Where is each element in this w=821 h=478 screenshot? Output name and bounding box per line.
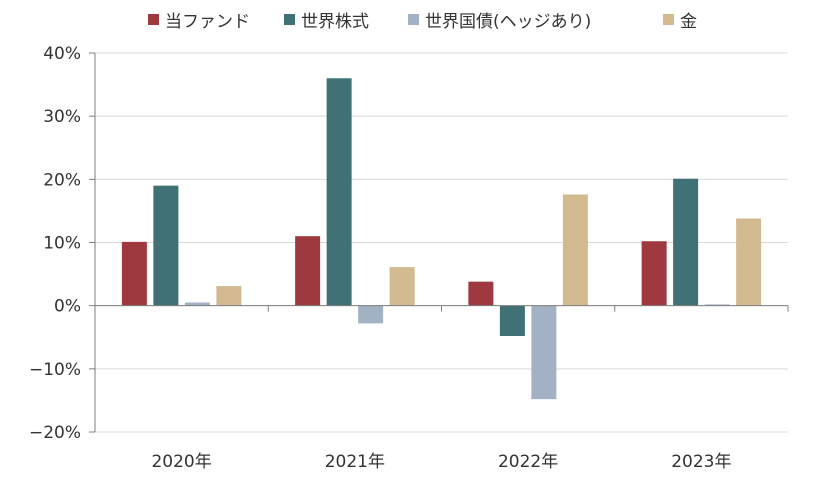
bar — [358, 305, 384, 324]
y-tick-label: 30% — [43, 107, 81, 127]
bar — [499, 305, 525, 336]
x-tick-label: 2022年 — [498, 452, 558, 472]
legend-swatch-global-bond — [408, 13, 419, 25]
legend-swatch-fund — [148, 13, 159, 25]
legend-label-global-equity: 世界株式 — [301, 11, 369, 32]
legend-swatch-gold — [663, 13, 674, 25]
axes — [89, 52, 789, 433]
bar — [468, 281, 494, 306]
legend-label-global-bond: 世界国債(ヘッジあり) — [425, 11, 592, 32]
legend-item-fund: 当ファンド — [148, 6, 250, 32]
bar — [531, 305, 557, 400]
bars — [121, 78, 762, 400]
bar — [704, 304, 730, 306]
y-tick-label: −20% — [29, 423, 81, 443]
y-tick-labels: −20% −10% 0% 10% 20% 30% 40% — [29, 44, 81, 443]
bar — [389, 267, 415, 306]
legend-item-global-bond: 世界国債(ヘッジあり) — [408, 6, 591, 32]
bar — [562, 194, 588, 306]
x-tick-label: 2020年 — [151, 452, 211, 472]
bar — [153, 185, 179, 306]
y-tick-label: 10% — [43, 234, 81, 254]
legend-label-gold: 金 — [680, 11, 697, 32]
x-tick-label: 2021年 — [325, 452, 385, 472]
bar — [121, 241, 147, 306]
bar — [641, 241, 667, 306]
bar — [216, 286, 242, 306]
y-tick-label: 20% — [43, 170, 81, 190]
legend-item-gold: 金 — [663, 6, 697, 32]
bar — [673, 178, 699, 306]
x-tick-labels: 2020年 2021年 2022年 2023年 — [151, 452, 731, 472]
y-tick-label: 0% — [54, 297, 81, 317]
y-tick-label: −10% — [29, 360, 81, 380]
y-tick-label: 40% — [43, 44, 81, 64]
legend-swatch-global-equity — [284, 13, 295, 25]
legend-item-global-equity: 世界株式 — [284, 6, 369, 32]
bar — [326, 78, 352, 306]
bar — [736, 218, 762, 306]
bar — [184, 302, 210, 306]
legend-label-fund: 当ファンド — [165, 11, 250, 32]
bar — [295, 236, 321, 306]
x-tick-label: 2023年 — [671, 452, 731, 472]
legend: 当ファンド 世界株式 世界国債(ヘッジあり) 金 — [0, 6, 821, 32]
